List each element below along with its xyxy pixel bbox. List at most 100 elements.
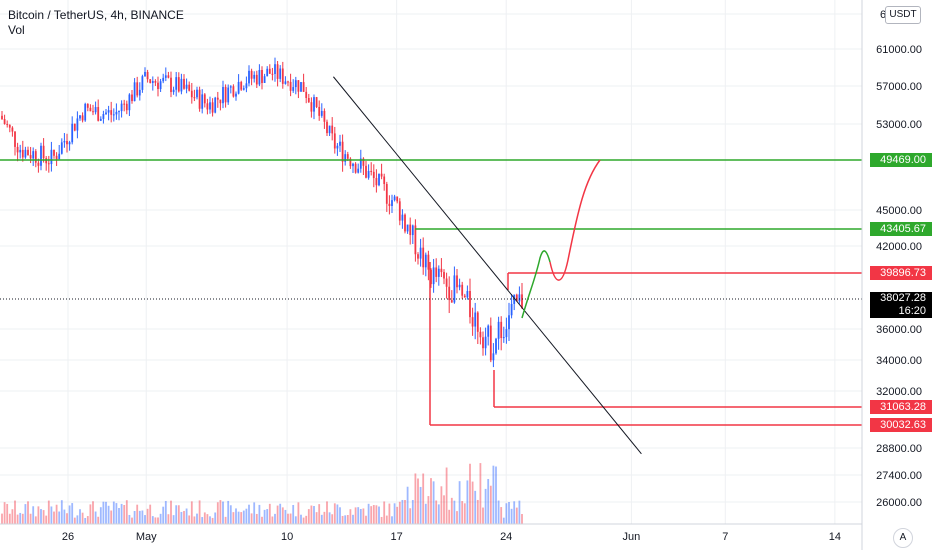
candle-body bbox=[224, 86, 227, 103]
candle-body bbox=[157, 82, 159, 90]
volume-bar bbox=[450, 497, 453, 524]
volume-bar bbox=[172, 515, 175, 524]
volume-bar bbox=[149, 504, 152, 524]
candle-body bbox=[159, 81, 162, 90]
currency-button[interactable]: USDT bbox=[885, 6, 921, 24]
candle-body bbox=[19, 149, 22, 153]
volume-bar bbox=[456, 511, 458, 524]
candle-body bbox=[448, 286, 451, 301]
level-price-label: 43405.67 bbox=[870, 222, 932, 236]
candle-body bbox=[276, 64, 279, 79]
level-price-label: 49469.00 bbox=[870, 153, 932, 167]
candle-body bbox=[149, 79, 152, 83]
volume-bar bbox=[388, 503, 391, 524]
candle-body bbox=[68, 142, 71, 145]
candle-body bbox=[271, 73, 274, 75]
volume-bar bbox=[487, 479, 490, 524]
y-tick-label: 61000.00 bbox=[876, 44, 922, 56]
candle-body bbox=[138, 89, 141, 96]
candle-body bbox=[71, 123, 74, 143]
volume-bar bbox=[393, 503, 396, 524]
candle-body bbox=[32, 151, 35, 159]
volume-bar bbox=[398, 501, 401, 524]
volume-bar bbox=[141, 510, 144, 524]
candle-body bbox=[385, 184, 388, 204]
volume-bar bbox=[133, 510, 136, 524]
volume-bar bbox=[289, 513, 292, 524]
candle-body bbox=[318, 106, 321, 116]
candle-body bbox=[479, 331, 482, 338]
candle-body bbox=[401, 214, 404, 221]
volume-bar bbox=[19, 512, 22, 524]
volume-bar bbox=[294, 516, 297, 524]
chart-header: Bitcoin / TetherUS, 4h, BINANCE Vol bbox=[8, 8, 184, 38]
volume-bar bbox=[40, 509, 42, 524]
candle-body bbox=[489, 325, 492, 361]
volume-bar bbox=[32, 506, 35, 524]
volume-bar bbox=[27, 501, 29, 524]
volume-bar bbox=[315, 512, 318, 524]
candle-body bbox=[471, 317, 474, 327]
volume-bar bbox=[458, 481, 461, 524]
candle-body bbox=[430, 269, 432, 285]
volume-bar bbox=[211, 517, 214, 524]
volume-bar bbox=[144, 515, 146, 524]
volume-bar bbox=[261, 516, 263, 524]
candle-body bbox=[500, 321, 503, 339]
volume-bar bbox=[385, 515, 388, 524]
candle-body bbox=[518, 294, 521, 302]
auto-scale-button[interactable]: A bbox=[893, 528, 913, 548]
volume-bar bbox=[76, 515, 79, 524]
candle-body bbox=[6, 123, 9, 125]
candle-body bbox=[185, 84, 188, 89]
volume-bar bbox=[86, 516, 89, 524]
y-tick-label: 28800.00 bbox=[876, 443, 922, 455]
candle-body bbox=[237, 81, 240, 94]
horizontal-levels bbox=[0, 159, 862, 426]
bar-countdown: 16:20 bbox=[898, 305, 926, 317]
volume-bar bbox=[302, 517, 305, 524]
volume-bar bbox=[313, 506, 315, 524]
volume-bar bbox=[331, 514, 334, 524]
volume-bar bbox=[214, 512, 217, 524]
volume-bar bbox=[339, 507, 341, 524]
candle-body bbox=[118, 111, 120, 113]
volume-bar bbox=[248, 504, 250, 524]
candle-body bbox=[362, 158, 365, 166]
candle-body bbox=[274, 64, 276, 74]
level-price-label: 30032.63 bbox=[870, 418, 932, 432]
volume-bar bbox=[159, 513, 162, 524]
x-tick-label: 26 bbox=[62, 531, 74, 543]
volume-bar bbox=[21, 513, 24, 524]
volume-bar bbox=[209, 516, 211, 524]
candle-body bbox=[508, 315, 510, 330]
volume-bar bbox=[380, 516, 383, 524]
volume-bar bbox=[102, 501, 105, 524]
candle-body bbox=[305, 91, 308, 98]
x-tick-label: 24 bbox=[500, 531, 512, 543]
candle-body bbox=[133, 82, 136, 102]
candle-body bbox=[495, 338, 497, 354]
candle-body bbox=[216, 97, 219, 100]
volume-bar bbox=[427, 496, 430, 524]
volume-bar bbox=[167, 514, 170, 524]
candle-body bbox=[105, 112, 107, 115]
candle-body bbox=[146, 71, 149, 80]
candle-body bbox=[333, 133, 336, 149]
candle-body bbox=[235, 93, 237, 97]
candle-body bbox=[482, 337, 484, 349]
candle-body bbox=[250, 70, 253, 79]
volume-bar bbox=[336, 504, 339, 524]
candle-body bbox=[206, 103, 209, 110]
candle-body bbox=[279, 68, 282, 79]
volume-bar bbox=[250, 513, 253, 524]
candle-body bbox=[372, 171, 375, 179]
candle-body bbox=[11, 127, 14, 132]
candle-body bbox=[198, 89, 201, 109]
volume-bar bbox=[68, 505, 71, 524]
volume-bar bbox=[284, 509, 287, 524]
volume-bar bbox=[287, 513, 289, 524]
volume-bar bbox=[258, 504, 261, 524]
projection-red bbox=[549, 159, 601, 281]
